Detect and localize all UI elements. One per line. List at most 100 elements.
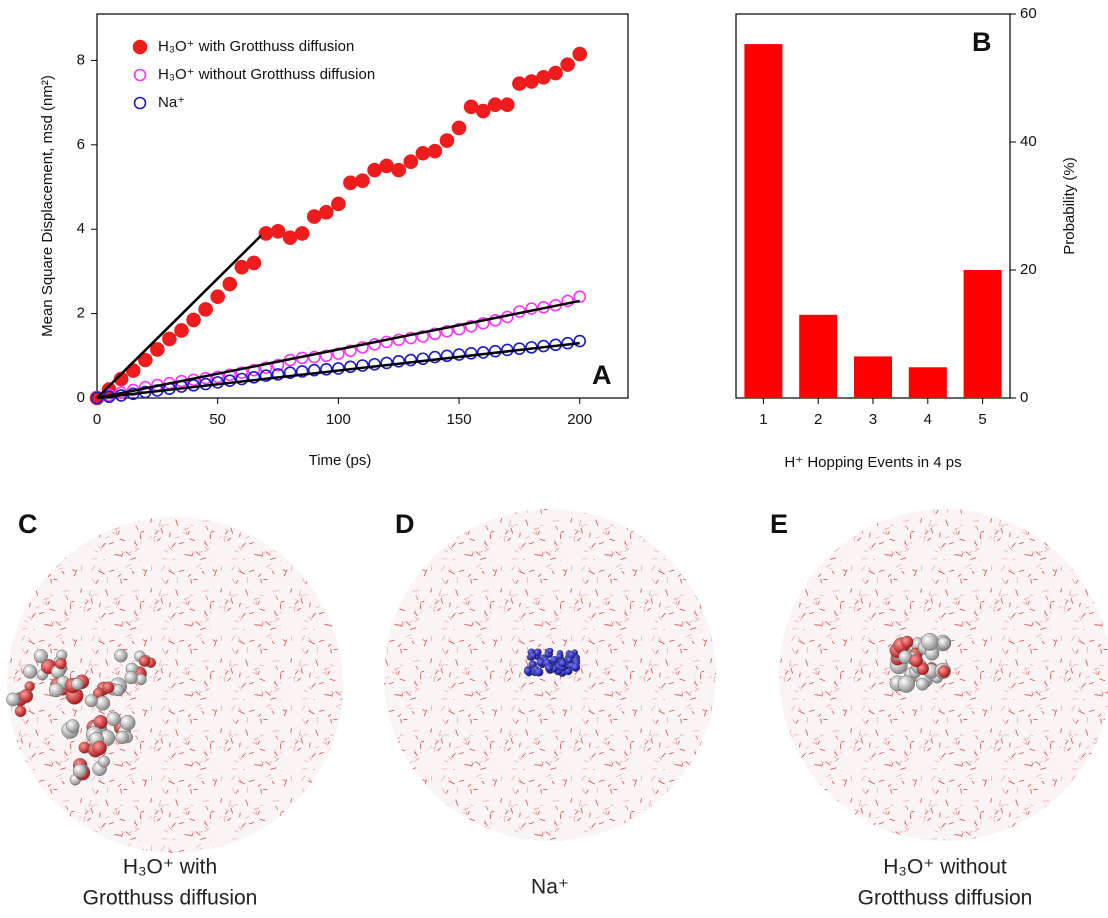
- data-point: [476, 317, 490, 330]
- data-point: [452, 322, 466, 336]
- y-tick-label: 2: [77, 305, 85, 322]
- data-point: [475, 103, 491, 119]
- data-point: [451, 120, 467, 136]
- data-point: [283, 366, 297, 379]
- atom-sphere: [529, 652, 537, 660]
- caption: H₃O⁺ without: [883, 856, 1007, 879]
- panel-label: D: [395, 509, 415, 539]
- data-point: [222, 276, 238, 292]
- atom-sphere: [92, 740, 107, 756]
- y-tick-label: 20: [1020, 261, 1037, 278]
- data-point: [198, 302, 213, 317]
- fit-line: [96, 299, 580, 400]
- data-point: [463, 99, 479, 115]
- data-point: [223, 374, 237, 387]
- atom-sphere: [567, 651, 576, 659]
- caption: Grotthuss diffusion: [858, 887, 1033, 910]
- y-tick-label: 8: [77, 51, 85, 68]
- fit-line: [96, 234, 263, 399]
- x-tick-label: 1: [759, 411, 767, 428]
- data-point: [259, 369, 273, 382]
- y-tick-label: 40: [1020, 133, 1037, 150]
- data-point: [186, 312, 201, 328]
- data-point: [561, 294, 574, 308]
- data-point: [573, 290, 587, 304]
- data-point: [415, 145, 431, 161]
- data-point: [162, 331, 177, 347]
- atom-sphere: [98, 755, 111, 768]
- bar: [854, 356, 892, 398]
- atom-sphere: [916, 677, 929, 691]
- x-axis-label: Time (ps): [309, 452, 372, 469]
- data-point: [572, 46, 588, 62]
- bar: [799, 314, 838, 398]
- data-point: [270, 224, 286, 239]
- atom-sphere: [119, 714, 136, 731]
- atom-sphere: [534, 667, 544, 677]
- data-point: [536, 69, 551, 85]
- x-tick-label: 0: [93, 411, 101, 428]
- atom-sphere: [550, 655, 559, 664]
- data-point: [295, 365, 309, 378]
- fit-line: [96, 341, 580, 400]
- atom-sphere: [523, 666, 533, 676]
- data-point: [403, 154, 419, 169]
- data-point: [380, 356, 393, 370]
- x-tick-label: 4: [924, 411, 932, 428]
- atom-sphere: [84, 694, 98, 708]
- bar: [908, 367, 947, 398]
- atom-sphere: [102, 681, 115, 694]
- x-tick-label: 100: [326, 411, 351, 428]
- data-point: [150, 342, 165, 357]
- x-tick-label: 200: [567, 411, 592, 428]
- x-axis-label: H⁺ Hopping Events in 4 ps: [784, 454, 961, 471]
- data-point: [464, 319, 478, 333]
- data-point: [439, 133, 455, 148]
- caption: H₃O⁺ with: [123, 856, 217, 879]
- data-point: [282, 230, 298, 245]
- data-point: [512, 76, 527, 91]
- x-tick-label: 3: [869, 411, 877, 428]
- atom-sphere: [556, 652, 564, 660]
- plot-frame-a: [96, 13, 629, 399]
- data-point: [259, 361, 273, 374]
- atom-sphere: [937, 665, 951, 678]
- data-point: [368, 357, 381, 371]
- panel-label: B: [972, 27, 992, 57]
- atom-sphere: [23, 664, 38, 679]
- atom-sphere: [138, 655, 151, 667]
- data-point: [332, 362, 345, 375]
- data-point: [137, 352, 153, 368]
- x-tick-label: 50: [209, 411, 226, 428]
- data-point: [344, 344, 357, 358]
- x-tick-label: 5: [978, 411, 986, 428]
- data-point: [235, 372, 249, 386]
- atom-sphere: [900, 635, 914, 649]
- data-point: [174, 323, 189, 338]
- data-point: [294, 226, 310, 241]
- atom-sphere: [571, 662, 581, 672]
- atom-sphere: [558, 659, 567, 668]
- y-tick-label: 6: [77, 136, 85, 153]
- y-tick-label: 4: [77, 220, 85, 237]
- data-point: [306, 209, 322, 224]
- atom-sphere: [544, 663, 554, 673]
- data-point: [391, 162, 407, 178]
- panel-label: A: [592, 360, 612, 390]
- data-point: [332, 347, 345, 360]
- x-tick-label: 2: [814, 411, 822, 428]
- data-point: [356, 359, 369, 372]
- y-tick-label: 60: [1020, 5, 1037, 22]
- y-tick-label: 0: [77, 389, 85, 406]
- y-axis-label: Mean Square Displacement, msd (nm²): [39, 75, 56, 337]
- data-point: [247, 363, 261, 377]
- data-point: [307, 350, 321, 364]
- data-point: [560, 57, 575, 72]
- atom-sphere: [72, 763, 87, 778]
- atom-sphere: [33, 649, 48, 664]
- atom-sphere: [6, 692, 20, 707]
- data-point: [246, 255, 262, 271]
